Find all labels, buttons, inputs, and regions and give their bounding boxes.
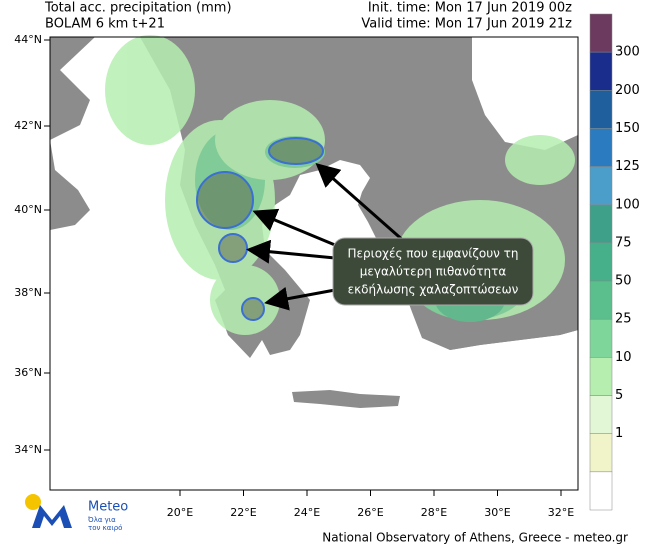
lon-label: 24°E bbox=[294, 506, 320, 519]
annotation-line: Περιοχές που εμφανίζουν τη bbox=[348, 247, 519, 261]
arrow bbox=[264, 286, 336, 311]
logo-tagline: τον καιρό bbox=[88, 524, 122, 532]
lat-label: 38°N bbox=[14, 286, 42, 299]
arrow bbox=[315, 163, 406, 244]
colorbar-swatch bbox=[589, 242, 613, 282]
map-frame bbox=[49, 36, 579, 491]
arrows bbox=[246, 163, 406, 311]
colorbar: 300 200 150 125 100 75 50 25 10 5 1 bbox=[589, 13, 640, 511]
logo: Meteo Όλα για τον καιρό bbox=[25, 494, 128, 532]
colorbar-label: 200 bbox=[615, 83, 640, 98]
colorbar-label: 100 bbox=[615, 197, 640, 212]
model: BOLAM 6 km t+21 bbox=[45, 17, 165, 32]
lat-label: 40°N bbox=[14, 203, 42, 216]
lon-label: 28°E bbox=[421, 506, 447, 519]
colorbar-swatch bbox=[589, 395, 613, 434]
colorbar-swatch bbox=[589, 90, 613, 129]
colorbar-swatch bbox=[589, 318, 613, 358]
title: Total acc. precipitation (mm) bbox=[44, 1, 232, 16]
colorbar-label: 150 bbox=[615, 121, 640, 136]
black-sea bbox=[472, 37, 578, 150]
colorbar-label: 300 bbox=[615, 45, 640, 60]
colorbar-swatch bbox=[589, 51, 613, 91]
colorbar-label: 25 bbox=[615, 312, 632, 327]
hail-area bbox=[218, 233, 248, 263]
annotation-line: εκδήλωσης χαλαζοπτώσεων bbox=[348, 283, 519, 297]
footer: National Observatory of Athens, Greece -… bbox=[322, 531, 628, 545]
lon-label: 26°E bbox=[357, 506, 383, 519]
lon-label: 22°E bbox=[230, 506, 256, 519]
colorbar-swatch bbox=[589, 471, 613, 511]
logo-tagline: Όλα για bbox=[87, 516, 116, 524]
valid-time: Valid time: Mon 17 Jun 2019 21z bbox=[361, 17, 572, 32]
hail-area bbox=[241, 297, 265, 321]
colorbar-label: 125 bbox=[615, 159, 640, 174]
colorbar-swatch bbox=[589, 280, 613, 320]
colorbar-label: 5 bbox=[615, 388, 623, 403]
colorbar-swatch bbox=[589, 433, 613, 473]
annotation-box bbox=[332, 237, 534, 306]
lon-label: 20°E bbox=[167, 506, 193, 519]
lat-label: 36°N bbox=[14, 366, 42, 379]
lat-label: 34°N bbox=[14, 443, 42, 456]
hail-area bbox=[196, 171, 254, 229]
annotation: Περιοχές που εμφανίζουν τη μεγαλύτερη πιθ… bbox=[348, 247, 519, 297]
colorbar-swatch bbox=[589, 357, 613, 396]
lat-label: 44°N bbox=[14, 33, 42, 46]
lon-label: 30°E bbox=[484, 506, 510, 519]
hail-areas bbox=[196, 137, 324, 321]
logo-name: Meteo bbox=[88, 500, 128, 515]
hail-area bbox=[268, 137, 324, 165]
colorbar-swatch bbox=[589, 204, 613, 244]
colorbar-swatch bbox=[589, 13, 613, 53]
crete bbox=[292, 390, 400, 408]
colorbar-label: 10 bbox=[615, 350, 632, 365]
colorbar-label: 1 bbox=[615, 426, 623, 441]
colorbar-label: 50 bbox=[615, 274, 632, 289]
colorbar-swatch bbox=[589, 128, 613, 167]
annotation-line: μεγαλύτερη πιθανότητα bbox=[360, 265, 507, 279]
colorbar-label: 75 bbox=[615, 235, 632, 250]
arrow bbox=[252, 208, 336, 247]
colorbar-swatch bbox=[589, 166, 613, 206]
lat-label: 42°N bbox=[14, 119, 42, 132]
init-time: Init. time: Mon 17 Jun 2019 00z bbox=[368, 1, 572, 16]
lon-label: 32°E bbox=[548, 506, 574, 519]
arrow bbox=[246, 239, 336, 264]
